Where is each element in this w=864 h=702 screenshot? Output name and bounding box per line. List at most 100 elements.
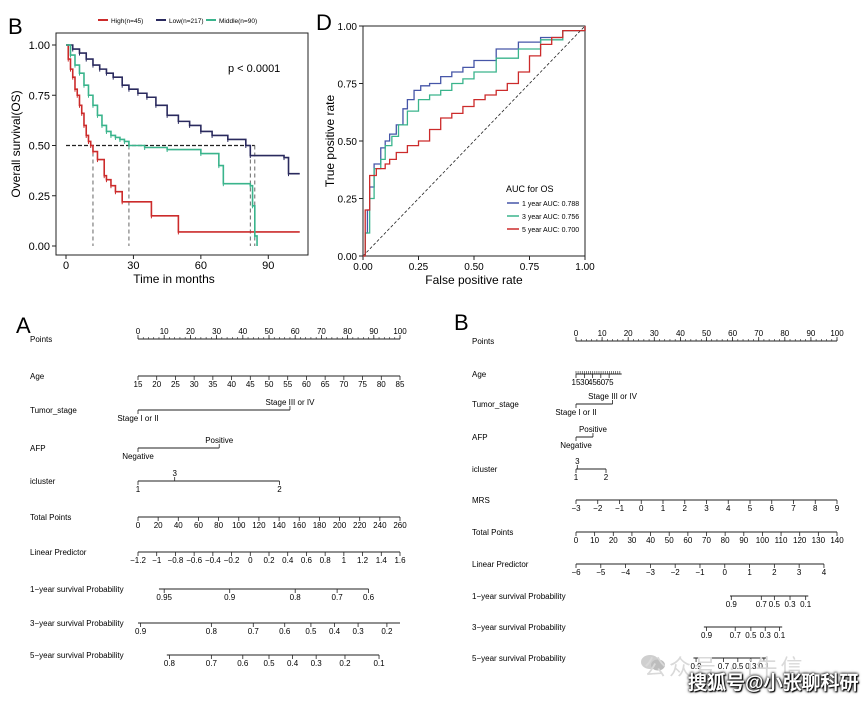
nomogram-tick-label: 30 [627,536,636,545]
nomogram-tick-label: −1 [615,504,625,513]
nomogram-tick-label: 0.4 [287,659,299,668]
nomogram-row-label: Points [472,337,494,346]
roc-y-tick-label: 0.50 [338,137,358,148]
nomogram-row-label: 5−year survival Probability [30,651,124,660]
nomogram-tick-label: 0.5 [732,662,744,671]
nomogram-tick-label: Positive [205,436,234,445]
nomogram-tick-label: 65 [321,380,330,389]
nomogram-tick-label: 2 [277,485,282,494]
nomogram-tick-label: 15 [572,378,581,387]
nomogram-tick-label: 0 [136,327,141,336]
nomogram-tick-label: 3 [704,504,709,513]
km-axes: 0 30 60 90 0.00 0.25 0.50 0.75 1.00 [29,40,275,272]
panel-letter-roc: D [316,10,332,35]
nomogram-row-label: MRS [472,496,490,505]
nomogram-tick-label: 20 [609,536,618,545]
nomogram-tick-label: 9 [835,504,840,513]
nomogram-tick-label: 240 [373,521,387,530]
nomogram-tick-label: 0.8 [164,659,176,668]
nomogram-row-label: Linear Predictor [30,548,87,557]
roc-legend-label: 3 year AUC: 0.756 [522,214,579,221]
nomogram-tick-label: 1.6 [394,556,406,565]
nomogram-tick-label: 0 [723,568,728,577]
km-y-label: Overall survival(OS) [9,90,23,197]
nomogram-tick-label: 3 [172,469,177,478]
nomogram-tick-label: 75 [358,380,367,389]
nomogram-row-label: 3−year survival Probability [30,619,124,628]
km-series [66,44,300,246]
nomogram-tick-label: 140 [272,521,286,530]
nomogram-tick-label: 45 [588,378,597,387]
nomogram-tick-label: 120 [793,536,807,545]
nomogram-tick-label: 10 [160,327,169,336]
nomogram-tick-label: 60 [302,380,311,389]
nomogram-tick-label: 0.95 [156,593,172,602]
nomogram-tick-label: −4 [621,568,631,577]
nomogram-tick-label: 80 [780,329,789,338]
nomogram-tick-label: 40 [227,380,236,389]
nomogram-tick-label: 0 [136,521,141,530]
nomogram-tick-label: 0.1 [758,662,770,671]
km-y-tick-label: 1.00 [29,40,50,52]
roc-series-line [363,26,586,257]
nomogram-tick-label: 1 [136,485,141,494]
nomogram-tick-label: 40 [646,536,655,545]
roc-legend-title: AUC for OS [506,184,554,194]
roc-series [363,26,586,257]
nomogram-tick-label: −1 [152,556,162,565]
nomogram-tick-label: 0.5 [745,631,757,640]
nomogram-tick-label: Stage III or IV [588,392,638,401]
nomogram-tick-label: 110 [775,536,788,545]
nomogram-tick-label: 1 [747,568,752,577]
roc-legend-label: 5 year AUC: 0.700 [522,227,579,234]
nomogram-tick-label: 0.8 [320,556,332,565]
nomogram-tick-label: −0.8 [168,556,184,565]
nomogram-tick-label: 40 [174,521,183,530]
nomogram-tick-label: 1.4 [376,556,388,565]
nomogram-tick-label: 0.5 [305,627,317,636]
nomogram-tick-label: −5 [596,568,606,577]
nomogram-tick-label: Stage I or II [555,408,596,417]
nomogram-row-label: Tumor_stage [30,406,77,415]
nomogram-tick-label: 200 [333,521,347,530]
roc-x-label: False positive rate [425,273,523,287]
nomogram-tick-label: 0.4 [282,556,294,565]
nomogram-tick-label: 220 [353,521,367,530]
nomogram-tick-label: 60 [291,327,300,336]
nomogram-tick-label: 2 [604,473,609,482]
nomogram-tick-label: 1 [342,556,347,565]
nomogram-tick-label: 1 [574,473,579,482]
panel-letter-nomo-right: B [454,310,469,335]
nomogram-tick-label: −0.6 [186,556,202,565]
nomogram-tick-label: 0.1 [774,631,786,640]
nomogram-tick-label: 55 [283,380,292,389]
nomogram-tick-label: 35 [208,380,217,389]
nomogram-tick-label: 45 [246,380,255,389]
nomogram-tick-label: 10 [590,536,599,545]
nomogram-tick-label: 8 [813,504,818,513]
nomogram-tick-label: 0.3 [745,662,757,671]
roc-y-tick-label: 0.75 [338,80,358,91]
roc-axes: 0.00 0.25 0.50 0.75 1.00 0.00 0.25 0.50 0.75 1.00 [338,22,596,273]
nomogram-tick-label: 100 [393,327,407,336]
nomogram-tick-label: 0 [639,504,644,513]
nomogram-tick-label: 10 [598,329,607,338]
nomogram-row-label: Tumor_stage [472,400,519,409]
km-pvalue: p < 0.0001 [228,63,280,75]
roc-x-tick-label: 0.50 [464,262,484,273]
nomogram-tick-label: 20 [624,329,633,338]
nomogram-tick-label: 15 [134,380,143,389]
nomogram-tick-label: −3 [571,504,581,513]
roc-legend-label: 1 year AUC: 0.788 [522,201,579,208]
km-x-label: Time in months [133,272,215,286]
nomogram-tick-label: 0 [574,536,579,545]
nomogram-tick-label: 0.7 [332,593,344,602]
nomogram-tick-label: 20 [152,380,161,389]
nomogram-tick-label: 260 [393,521,407,530]
nomogram-tick-label: 75 [605,378,614,387]
nomogram-tick-label: −0.2 [224,556,240,565]
nomogram-row-label: icluster [30,477,56,486]
nomogram-tick-label: 30 [650,329,659,338]
nomogram-tick-label: 7 [791,504,796,513]
km-legend: High(n=45) Low(n=217) Middle(n=90) [98,18,257,25]
